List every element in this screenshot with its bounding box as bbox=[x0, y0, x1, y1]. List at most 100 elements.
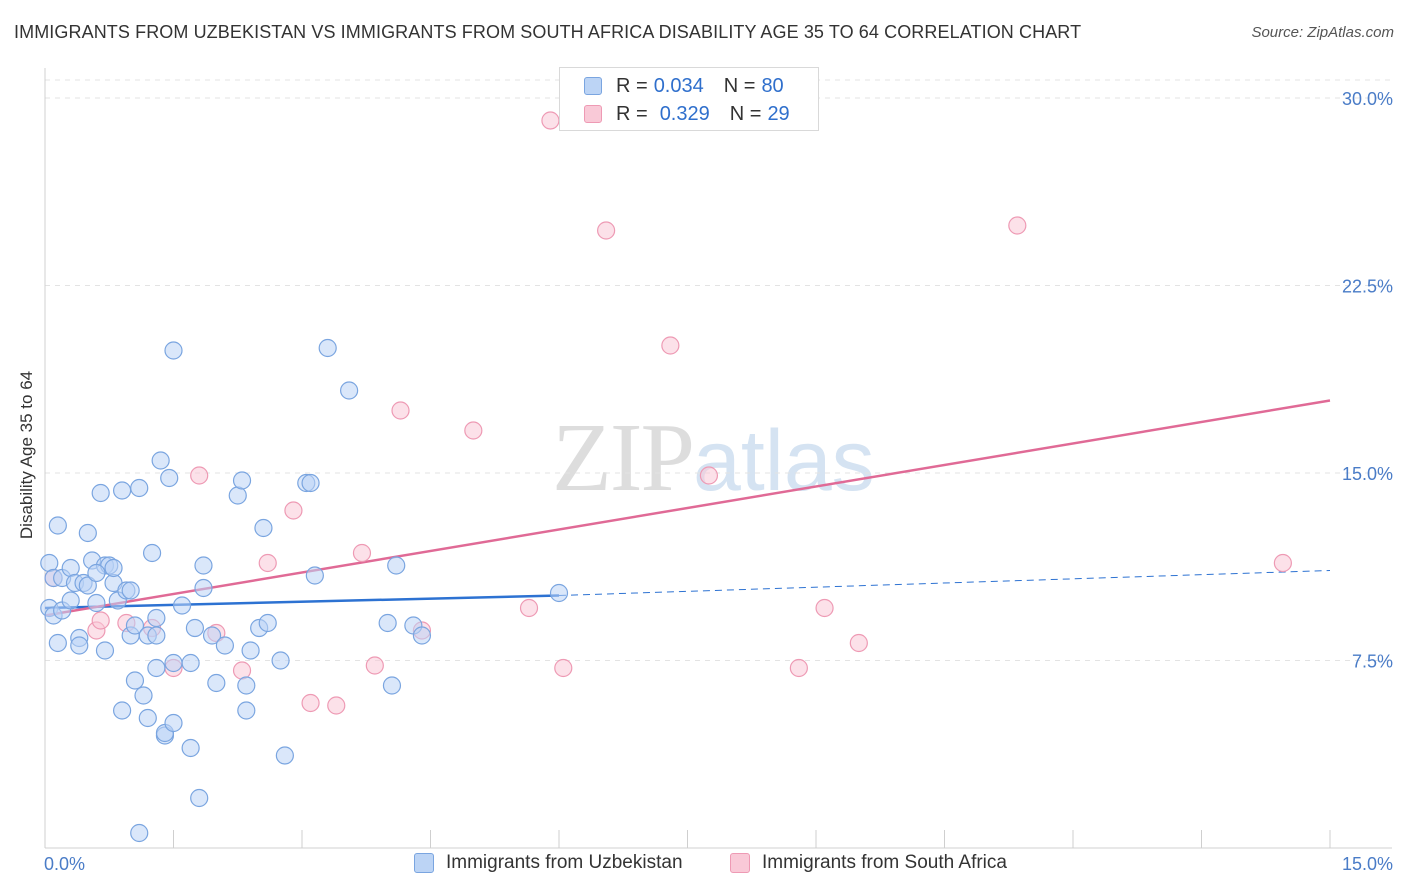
data-point-uzbekistan bbox=[190, 788, 209, 808]
data-point-uzbekistan bbox=[147, 608, 166, 628]
tick-label-layer: 7.5% 15.0% 22.5% 30.0% 0.0% 15.0% bbox=[44, 89, 1393, 874]
axis-layer bbox=[44, 68, 1392, 849]
legend-n-label: N = bbox=[729, 102, 762, 125]
data-point-uzbekistan bbox=[202, 626, 222, 645]
trendline-uzbekistan bbox=[44, 594, 560, 610]
y-tick-label: 30.0% bbox=[1342, 89, 1393, 109]
data-point-uzbekistan bbox=[271, 651, 290, 670]
data-point-uzbekistan bbox=[172, 596, 192, 615]
y-tick-label: 22.5% bbox=[1342, 277, 1393, 297]
legend-r-label: R = bbox=[616, 102, 648, 125]
legend-r-value: 0.329 bbox=[659, 102, 710, 125]
data-point-uzbekistan bbox=[112, 701, 132, 720]
data-point-uzbekistan bbox=[95, 641, 115, 660]
legend-r-label: R = bbox=[616, 74, 648, 97]
data-point-uzbekistan bbox=[387, 556, 406, 575]
data-point-uzbekistan bbox=[194, 556, 213, 575]
y-tick-label: 15.0% bbox=[1342, 464, 1393, 484]
data-point-uzbekistan bbox=[104, 558, 123, 578]
data-point-south-africa bbox=[597, 221, 616, 240]
data-point-south-africa bbox=[365, 656, 384, 675]
series-legend: Immigrants from Uzbekistan Immigrants fr… bbox=[0, 852, 1406, 878]
data-point-uzbekistan bbox=[112, 481, 132, 500]
data-point-south-africa bbox=[352, 543, 372, 563]
data-point-uzbekistan bbox=[382, 676, 402, 695]
data-point-south-africa bbox=[301, 693, 320, 713]
data-point-uzbekistan bbox=[48, 633, 67, 653]
data-point-south-africa bbox=[284, 501, 303, 520]
data-point-uzbekistan bbox=[138, 708, 157, 728]
data-point-uzbekistan bbox=[215, 636, 234, 655]
data-point-south-africa bbox=[391, 401, 410, 420]
legend-n-value: 29 bbox=[767, 102, 790, 125]
series-legend-item-uzbekistan: Immigrants from Uzbekistan bbox=[414, 852, 683, 874]
data-point-uzbekistan bbox=[228, 486, 247, 505]
data-point-uzbekistan bbox=[130, 478, 149, 498]
data-point-uzbekistan bbox=[258, 613, 277, 633]
legend-r-value: 0.034 bbox=[653, 74, 704, 97]
data-point-uzbekistan bbox=[305, 566, 324, 585]
data-point-uzbekistan bbox=[301, 473, 320, 493]
data-point-uzbekistan bbox=[134, 686, 153, 705]
trendline-south-africa bbox=[44, 399, 1331, 617]
stats-legend-row-south-africa: R = 0.329 N = 29 bbox=[584, 102, 790, 126]
data-point-uzbekistan bbox=[160, 468, 179, 488]
data-point-uzbekistan bbox=[241, 641, 260, 660]
data-point-uzbekistan bbox=[151, 451, 170, 470]
legend-n-value: 80 bbox=[761, 74, 784, 97]
data-point-uzbekistan bbox=[40, 553, 59, 573]
x-tick-label-max: 15.0% bbox=[1342, 854, 1393, 874]
data-point-uzbekistan bbox=[61, 558, 80, 578]
data-point-uzbekistan bbox=[378, 613, 397, 633]
data-point-south-africa bbox=[519, 598, 539, 618]
data-point-south-africa bbox=[190, 466, 209, 485]
trendline-uzbekistan-extension bbox=[558, 570, 1331, 596]
data-point-uzbekistan bbox=[70, 636, 89, 655]
data-point-uzbekistan bbox=[549, 583, 569, 603]
data-point-uzbekistan bbox=[125, 616, 145, 635]
data-point-south-africa bbox=[91, 611, 110, 630]
data-point-uzbekistan bbox=[181, 653, 200, 673]
data-point-uzbekistan bbox=[164, 713, 183, 733]
data-point-south-africa bbox=[789, 658, 808, 678]
data-point-uzbekistan bbox=[87, 593, 106, 613]
y-tick-label: 7.5% bbox=[1352, 652, 1393, 672]
data-point-uzbekistan bbox=[164, 653, 183, 673]
data-point-uzbekistan bbox=[61, 591, 80, 610]
data-point-uzbekistan bbox=[340, 381, 359, 400]
data-point-uzbekistan bbox=[181, 738, 200, 758]
trend-layer bbox=[44, 399, 1331, 617]
data-point-uzbekistan bbox=[147, 658, 166, 678]
data-point-south-africa bbox=[1008, 216, 1027, 235]
data-point-uzbekistan bbox=[91, 483, 110, 503]
data-point-south-africa bbox=[258, 553, 277, 573]
data-point-uzbekistan bbox=[185, 618, 205, 638]
data-point-south-africa bbox=[815, 598, 834, 618]
stats-legend-row-uzbekistan: R = 0.034 N = 80 bbox=[584, 74, 784, 98]
data-point-south-africa bbox=[1273, 553, 1292, 573]
chart-title: IMMIGRANTS FROM UZBEKISTAN VS IMMIGRANTS… bbox=[14, 22, 1082, 42]
data-point-south-africa bbox=[541, 111, 560, 130]
legend-n-label: N = bbox=[723, 74, 756, 97]
data-point-south-africa bbox=[849, 633, 868, 653]
data-point-uzbekistan bbox=[275, 746, 294, 765]
series-swatch-pink bbox=[730, 853, 750, 873]
data-point-uzbekistan bbox=[147, 626, 166, 645]
data-point-uzbekistan bbox=[254, 518, 273, 538]
source-label: Source: ZipAtlas.com bbox=[1251, 24, 1394, 41]
data-point-south-africa bbox=[464, 421, 483, 440]
data-point-uzbekistan bbox=[125, 671, 145, 690]
stats-legend: R = 0.034 N = 80 R = 0.329 N = 29 bbox=[559, 67, 819, 131]
data-point-south-africa bbox=[699, 466, 719, 485]
data-point-uzbekistan bbox=[412, 626, 432, 645]
series-legend-item-south-africa: Immigrants from South Africa bbox=[730, 852, 1007, 874]
data-point-uzbekistan bbox=[194, 578, 213, 598]
data-point-uzbekistan bbox=[318, 338, 337, 358]
data-point-uzbekistan bbox=[87, 563, 106, 583]
data-point-south-africa bbox=[554, 658, 573, 678]
data-point-uzbekistan bbox=[121, 581, 140, 600]
data-point-uzbekistan bbox=[237, 676, 256, 695]
data-point-uzbekistan bbox=[207, 673, 226, 693]
data-point-uzbekistan bbox=[78, 576, 97, 595]
